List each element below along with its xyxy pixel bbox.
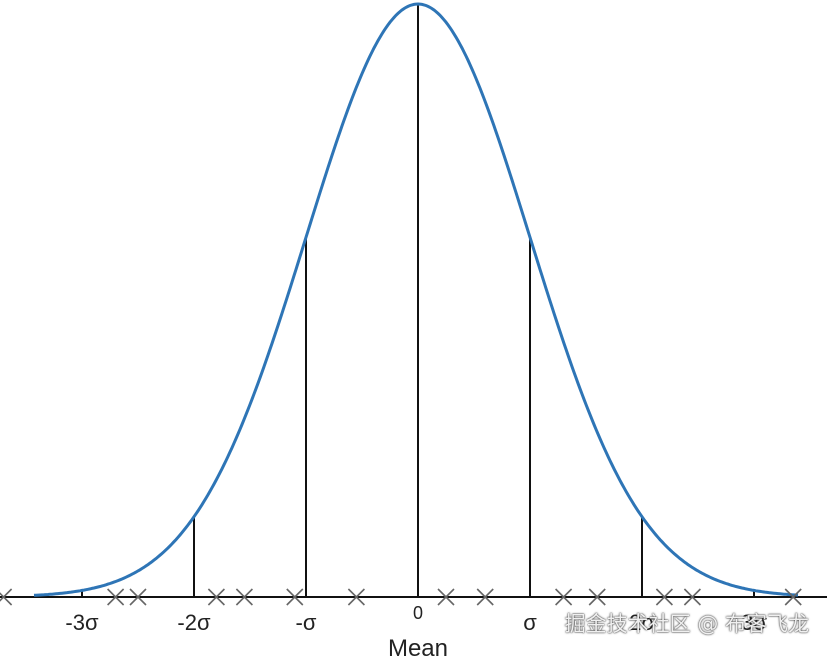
- sigma-lines: [81, 4, 755, 597]
- sample-marker: [683, 588, 701, 606]
- sample-marker: [437, 588, 455, 606]
- sample-marker: [107, 588, 125, 606]
- sample-marker: [655, 588, 673, 606]
- sigma-label: 0: [413, 603, 423, 623]
- sigma-label: σ: [523, 610, 537, 635]
- sigma-label: 2σ: [629, 610, 655, 635]
- sample-markers: [0, 588, 802, 606]
- mean-label: Mean: [388, 635, 448, 658]
- bell-curve: [33, 2, 799, 597]
- sample-marker: [129, 588, 147, 606]
- sample-marker: [784, 588, 802, 606]
- sample-marker: [286, 588, 304, 606]
- watermark: 掘金技术社区 @ 布客飞龙: [564, 612, 809, 636]
- sigma-label: -σ: [296, 610, 317, 635]
- sigma-label: -2σ: [177, 610, 211, 635]
- sample-marker: [235, 588, 253, 606]
- sample-marker: [555, 588, 573, 606]
- sigma-labels: -3σ -2σ -σ 0 σ 2σ 3σ: [65, 603, 767, 635]
- sample-marker: [207, 588, 225, 606]
- sigma-label: -3σ: [65, 610, 99, 635]
- sample-marker: [347, 588, 365, 606]
- sample-marker: [0, 588, 13, 606]
- sample-marker: [588, 588, 606, 606]
- sample-marker: [476, 588, 494, 606]
- sigma-label: 3σ: [741, 610, 767, 635]
